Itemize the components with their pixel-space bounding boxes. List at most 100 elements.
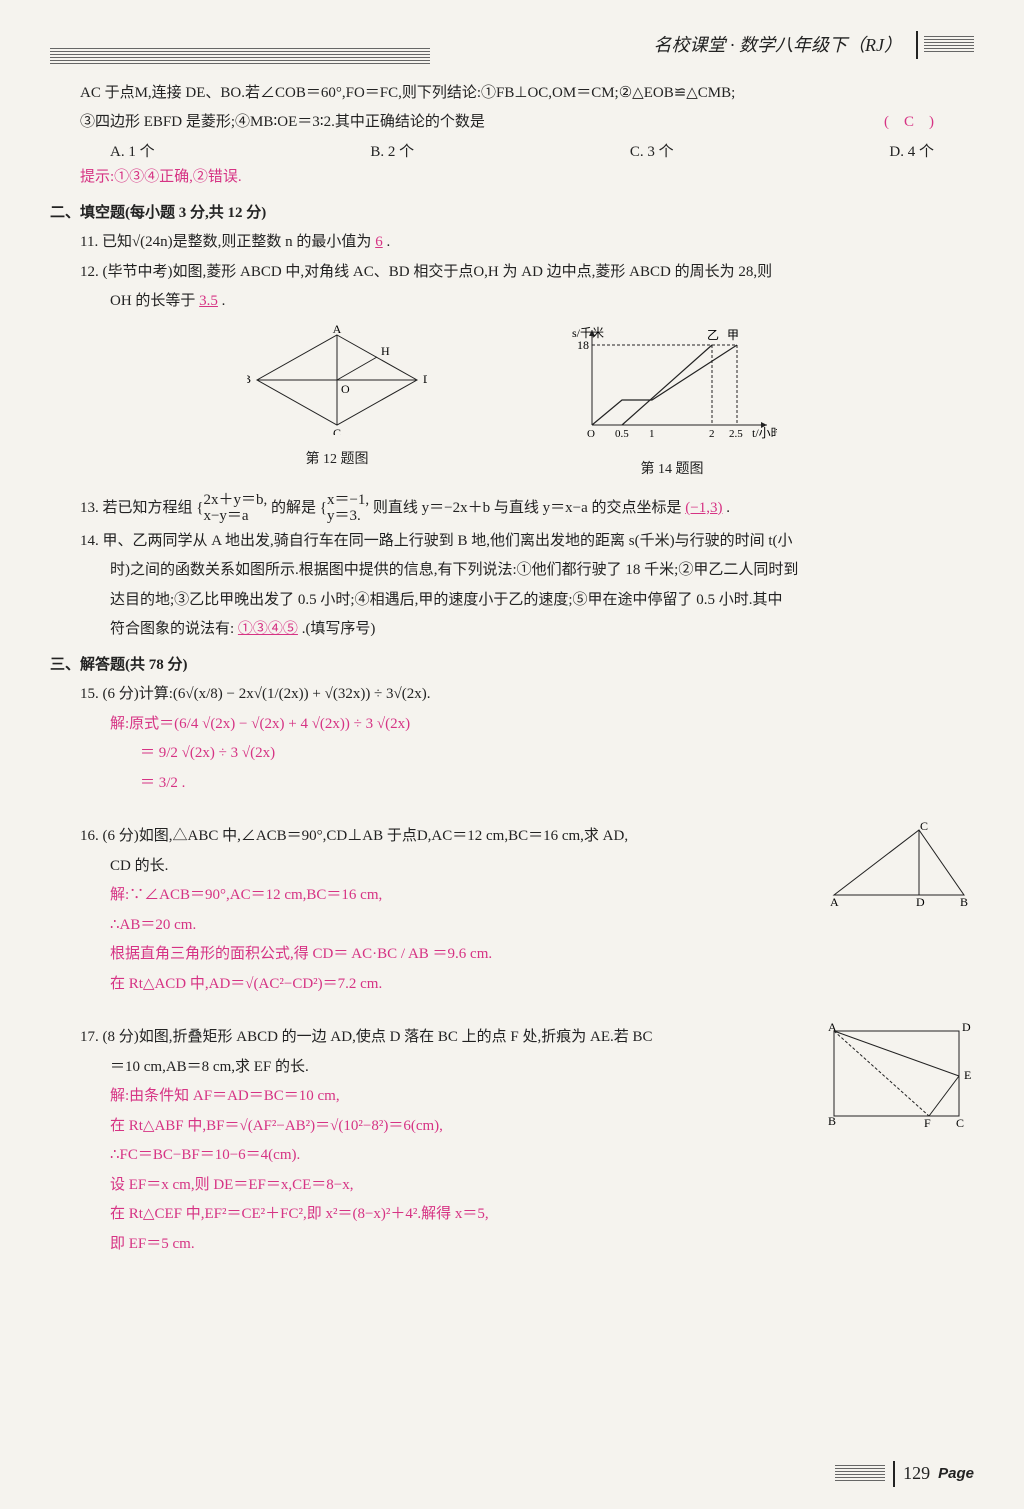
q17-s5: 在 Rt△CEF 中,EF²＝CE²＋FC²,即 x²＝(8−x)²＋4².解得… [80,1202,974,1228]
footer-pagenum: 129 [903,1458,930,1489]
q13-mid: 的解是 [271,500,316,516]
q11-tail: . [386,234,390,250]
q14-t4: 符合图象的说法有: [110,621,234,637]
q12-stem: (毕节中考)如图,菱形 ABCD 中,对角线 AC、BD 相交于点O,H 为 A… [103,264,773,280]
q13-system2: {x＝−1,y＝3. [320,500,373,516]
q15-s2: ＝ 9/2 √(2x) ÷ 3 √(2x) [80,741,974,767]
q14-y18: 18 [577,338,589,352]
page-footer: 129 Page [835,1458,974,1489]
q12-figure: A B C D O H 第 12 题图 [247,325,427,482]
q16-num: 16. [80,824,99,850]
q13-post: 则直线 y＝−2x＋b 与直线 y＝x−a 的交点坐标是 [373,500,682,516]
q11-num: 11. [80,230,98,256]
footer-divider [893,1461,895,1487]
q16-figure: A D B C [824,820,974,920]
header-divider [916,31,918,59]
svg-text:O: O [587,428,595,440]
q16-t1: (6 分)如图,△ABC 中,∠ACB＝90°,CD⊥AB 于点D,AC＝12 … [103,828,629,844]
svg-text:C: C [920,820,928,833]
q17-s3: ∴FC＝BC−BF＝10−6＝4(cm). [80,1143,974,1169]
q14-l2: 时)之间的函数关系如图所示.根据图中提供的信息,有下列说法:①他们都行驶了 18… [80,558,974,584]
q15-stem: 15. (6 分)计算:(6√(x/8) − 2x√(1/(2x)) + √(3… [80,682,974,708]
svg-text:O: O [341,382,350,396]
q11-answer: 6 [375,234,383,250]
q16-s3: 根据直角三角形的面积公式,得 CD＝ AC·BC / AB ＝9.6 cm. [80,942,974,968]
svg-text:B: B [828,1114,836,1128]
q12-caption: 第 12 题图 [247,448,427,472]
q12-tail: . [222,293,226,309]
figure-row: A B C D O H 第 12 题图 s/千米 18 [50,325,974,482]
svg-text:B: B [960,895,968,909]
q14-caption: 第 14 题图 [567,458,777,482]
q14-num: 14. [80,529,99,555]
svg-text:乙: 乙 [707,328,719,342]
q14-graph-svg: s/千米 18 乙 甲 O 0.5 1 2 2.5 t/小时 [567,325,777,445]
header-right-rule [924,36,974,54]
svg-text:C: C [333,426,341,435]
svg-text:D: D [916,895,925,909]
q10-option-a: A. 1 个 [110,140,155,166]
q17-figure: A D B F C E [824,1021,974,1141]
q13-eq1b: x−y＝a [203,508,248,524]
q14-l3: 达目的地;③乙比甲晚出发了 0.5 小时;④相遇后,甲的速度小于乙的速度;⑤甲在… [80,588,974,614]
q17-s6: 即 EF＝5 cm. [80,1232,974,1258]
svg-text:D: D [962,1021,971,1034]
q15-s3: ＝ 3/2 . [80,771,974,797]
svg-text:D: D [423,372,427,386]
q13-tail: . [726,500,730,516]
q12-answer: 3.5 [199,293,218,309]
q17-s4: 设 EF＝x cm,则 DE＝EF＝x,CE＝8−x, [80,1173,974,1199]
q10-stem-line1: AC 于点M,连接 DE、BO.若∠COB＝60°,FO＝FC,则下列结论:①F… [80,81,974,107]
q13-eq2b: y＝3. [327,508,361,524]
q15-s1: 解:原式＝(6/4 √(2x) − √(2x) + 4 √(2x)) ÷ 3 √… [80,712,974,738]
q11: 11. 已知√(24n)是整数,则正整数 n 的最小值为 6 . [80,230,974,256]
q17-num: 17. [80,1025,99,1051]
q14-t1: 甲、乙两同学从 A 地出发,骑自行车在同一路上行驶到 B 地,他们离出发地的距离… [103,533,793,549]
svg-text:甲: 甲 [727,328,739,342]
q10-option-c: C. 3 个 [630,140,674,166]
q15-num: 15. [80,682,99,708]
footer-page-label: Page [938,1461,974,1487]
q12-num: 12. [80,260,99,286]
q14-answer: ①③④⑤ [238,621,298,637]
q10-option-d: D. 4 个 [889,140,934,166]
footer-rule [835,1465,885,1483]
q10-stem-line2: ③四边形 EBFD 是菱形;④MB∶OE＝3∶2.其中正确结论的个数是 ( C … [80,110,974,136]
q12-rhombus-svg: A B C D O H [247,325,427,435]
q12-line1: 12. (毕节中考)如图,菱形 ABCD 中,对角线 AC、BD 相交于点O,H… [80,260,974,286]
q13: 13. 若已知方程组 {2x＋y＝b,x−y＝a 的解是 {x＝−1,y＝3. … [80,492,974,525]
q17-t1: (8 分)如图,折叠矩形 ABCD 的一边 AD,使点 D 落在 BC 上的点 … [103,1029,653,1045]
q10-hint: 提示:①③④正确,②错误. [80,165,974,191]
q17-rect-svg: A D B F C E [824,1021,974,1131]
section2-head: 二、填空题(每小题 3 分,共 12 分) [50,201,974,227]
svg-text:2: 2 [709,428,715,440]
header-left-rule [50,48,430,66]
q15-text: (6 分)计算:(6√(x/8) − 2x√(1/(2x)) + √(32x))… [103,686,431,702]
q10-options: A. 1 个 B. 2 个 C. 3 个 D. 4 个 [50,140,974,166]
q14-l4: 符合图象的说法有: ①③④⑤ .(填写序号) [80,617,974,643]
q16-triangle-svg: A D B C [824,820,974,910]
svg-text:A: A [830,895,839,909]
q12-stem2: OH 的长等于 [110,293,195,309]
q12-line2: OH 的长等于 3.5 . [80,289,974,315]
svg-text:0.5: 0.5 [615,428,629,440]
header-title: 名校课堂 · 数学八年级下（RJ） [654,30,910,61]
q13-system1: {2x＋y＝b,x−y＝a [196,500,271,516]
q10-stem2-text: ③四边形 EBFD 是菱形;④MB∶OE＝3∶2.其中正确结论的个数是 [80,114,485,130]
svg-text:A: A [333,325,342,336]
q13-pre: 若已知方程组 [103,500,193,516]
section3-head: 三、解答题(共 78 分) [50,653,974,679]
q14-tail: .(填写序号) [302,621,376,637]
q14-figure: s/千米 18 乙 甲 O 0.5 1 2 2.5 t/小时 第 14 题图 [567,325,777,482]
q13-num: 13. [80,496,99,522]
q11-stem: 已知√(24n)是整数,则正整数 n 的最小值为 [102,234,371,250]
q13-answer: (−1,3) [685,500,722,516]
q13-eq2a: x＝−1, [327,492,369,508]
svg-text:A: A [828,1021,837,1034]
svg-text:H: H [381,344,390,358]
svg-text:C: C [956,1116,964,1130]
svg-text:E: E [964,1068,971,1082]
svg-text:1: 1 [649,428,655,440]
q13-eq1a: 2x＋y＝b, [203,492,267,508]
svg-text:t/小时: t/小时 [752,426,777,440]
